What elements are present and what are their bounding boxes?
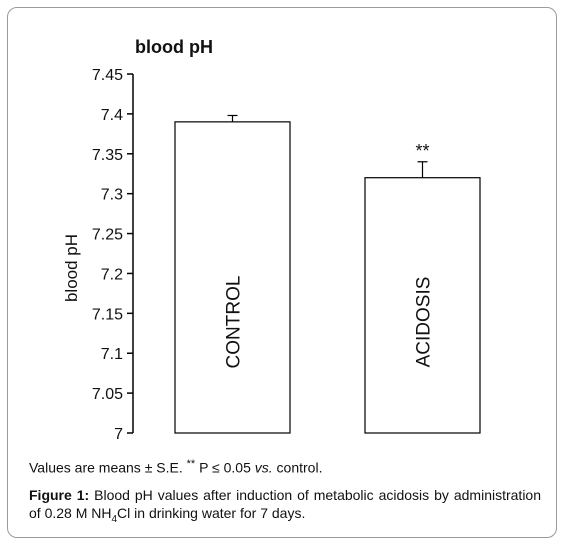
note-p: P ≤ 0.05 [195,459,255,476]
y-tick-label: 7.1 [101,346,123,363]
note-suffix: control. [272,459,323,476]
figure-text-a: Blood pH values after induction of metab… [29,487,542,521]
y-tick-label: 7.25 [92,227,123,244]
y-axis-label: blood pH [62,234,81,302]
values-note: Values are means ± S.E. ** P ≤ 0.05 vs. … [29,455,539,477]
y-tick-label: 7.15 [92,306,123,323]
bar-control [174,121,291,434]
y-tick-label: 7.05 [92,386,123,403]
y-tick-label: 7.3 [101,187,123,204]
y-ticks: 7.45 7.4 7.35 7.3 7.25 7.2 7.15 7.1 7.05 7 [92,67,133,443]
figure-text-b: Cl in drinking water for 7 days. [117,505,306,521]
category-label: CONTROL [224,276,245,369]
bar-chart: blood pH blood pH 7.457.47.357.37.257.27… [62,37,481,443]
significance-annotation: ** [415,141,429,161]
y-tick-label: 7 [114,426,123,443]
bar-acidosis [364,177,481,434]
note-vs: vs. [254,459,273,476]
note-prefix: Values are means ± S.E. [29,459,183,476]
bars: CONTROL ACIDOSIS ** [174,114,481,434]
figure-caption: Figure 1: Blood pH values after inductio… [29,486,541,529]
note-significance-marker: ** [186,458,196,470]
figure-subscript: 4 [111,513,118,525]
chart-title: blood pH [135,37,213,57]
y-tick-label: 7.2 [101,266,123,283]
figure-label: Figure 1: [29,487,90,503]
y-tick-label: 7.4 [101,107,123,124]
y-tick-label: 7.45 [92,67,123,84]
category-label: ACIDOSIS [414,277,435,368]
y-tick-label: 7.35 [92,147,123,164]
